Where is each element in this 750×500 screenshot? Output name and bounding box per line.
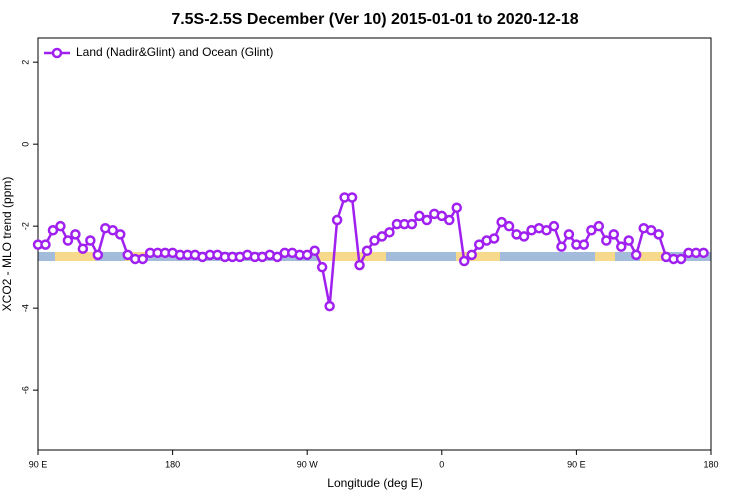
data-point (47, 225, 59, 236)
data-point (518, 231, 530, 242)
data-point (473, 239, 485, 250)
data-point (458, 255, 470, 267)
chart-title: 7.5S-2.5S December (Ver 10) 2015-01-01 t… (171, 11, 578, 28)
data-point (406, 218, 418, 230)
data-point (354, 259, 365, 271)
data-point (324, 300, 335, 312)
data-point (85, 235, 96, 246)
data-point (563, 229, 575, 240)
data-point (653, 229, 664, 240)
data-point (301, 249, 313, 261)
data-point (698, 247, 709, 259)
x-tick-label: 0 (439, 459, 444, 469)
data-point (309, 245, 320, 257)
y-tick-label: -6 (20, 386, 30, 394)
data-point (586, 225, 597, 236)
legend-marker (51, 47, 63, 59)
x-tick-label: 180 (165, 459, 180, 469)
data-point (488, 233, 500, 244)
data-point (630, 249, 642, 261)
data-point (62, 235, 74, 246)
y-axis-label: XCO2 - MLO trend (ppm) (0, 177, 14, 312)
x-tick-label: 90 E (567, 459, 586, 469)
data-point (272, 251, 283, 263)
data-point (369, 235, 380, 246)
x-tick-label: 90 W (297, 459, 319, 469)
data-point (77, 243, 89, 254)
data-point (556, 241, 567, 252)
legend-label: Land (Nadir&Glint) and Ocean (Glint) (76, 45, 273, 59)
data-point (436, 210, 448, 222)
data-point (361, 245, 373, 257)
data-point (608, 229, 620, 240)
data-point (70, 229, 81, 240)
y-tick-label: -2 (20, 222, 30, 230)
data-point (496, 216, 507, 228)
data-point (55, 220, 66, 232)
data-point (122, 249, 133, 261)
y-tick-label: -4 (20, 304, 30, 312)
data-point (503, 220, 515, 232)
data-point (444, 214, 455, 226)
data-point (107, 225, 119, 236)
x-axis-label: Longitude (deg E) (327, 476, 422, 490)
data-point (675, 253, 687, 265)
y-tick-label: 2 (20, 60, 30, 65)
data-point (376, 231, 388, 242)
data-point (40, 239, 51, 250)
data-point (115, 229, 126, 240)
data-point (548, 220, 560, 232)
data-point (346, 192, 358, 203)
data-point (92, 249, 104, 261)
data-point (384, 227, 395, 238)
y-tick-label: 0 (20, 142, 30, 147)
data-point (414, 210, 425, 222)
data-point (623, 235, 634, 246)
x-tick-label: 180 (703, 459, 718, 469)
data-point (421, 214, 433, 226)
data-point (645, 225, 657, 236)
data-point (316, 261, 328, 273)
data-point (578, 239, 590, 250)
data-point (331, 214, 343, 226)
data-point (601, 235, 612, 246)
data-point (541, 225, 552, 236)
data-point (137, 253, 148, 265)
data-point (451, 202, 463, 213)
data-point (466, 249, 477, 261)
data-point (616, 241, 627, 252)
x-tick-label: 90 E (29, 459, 48, 469)
data-point (593, 220, 605, 232)
